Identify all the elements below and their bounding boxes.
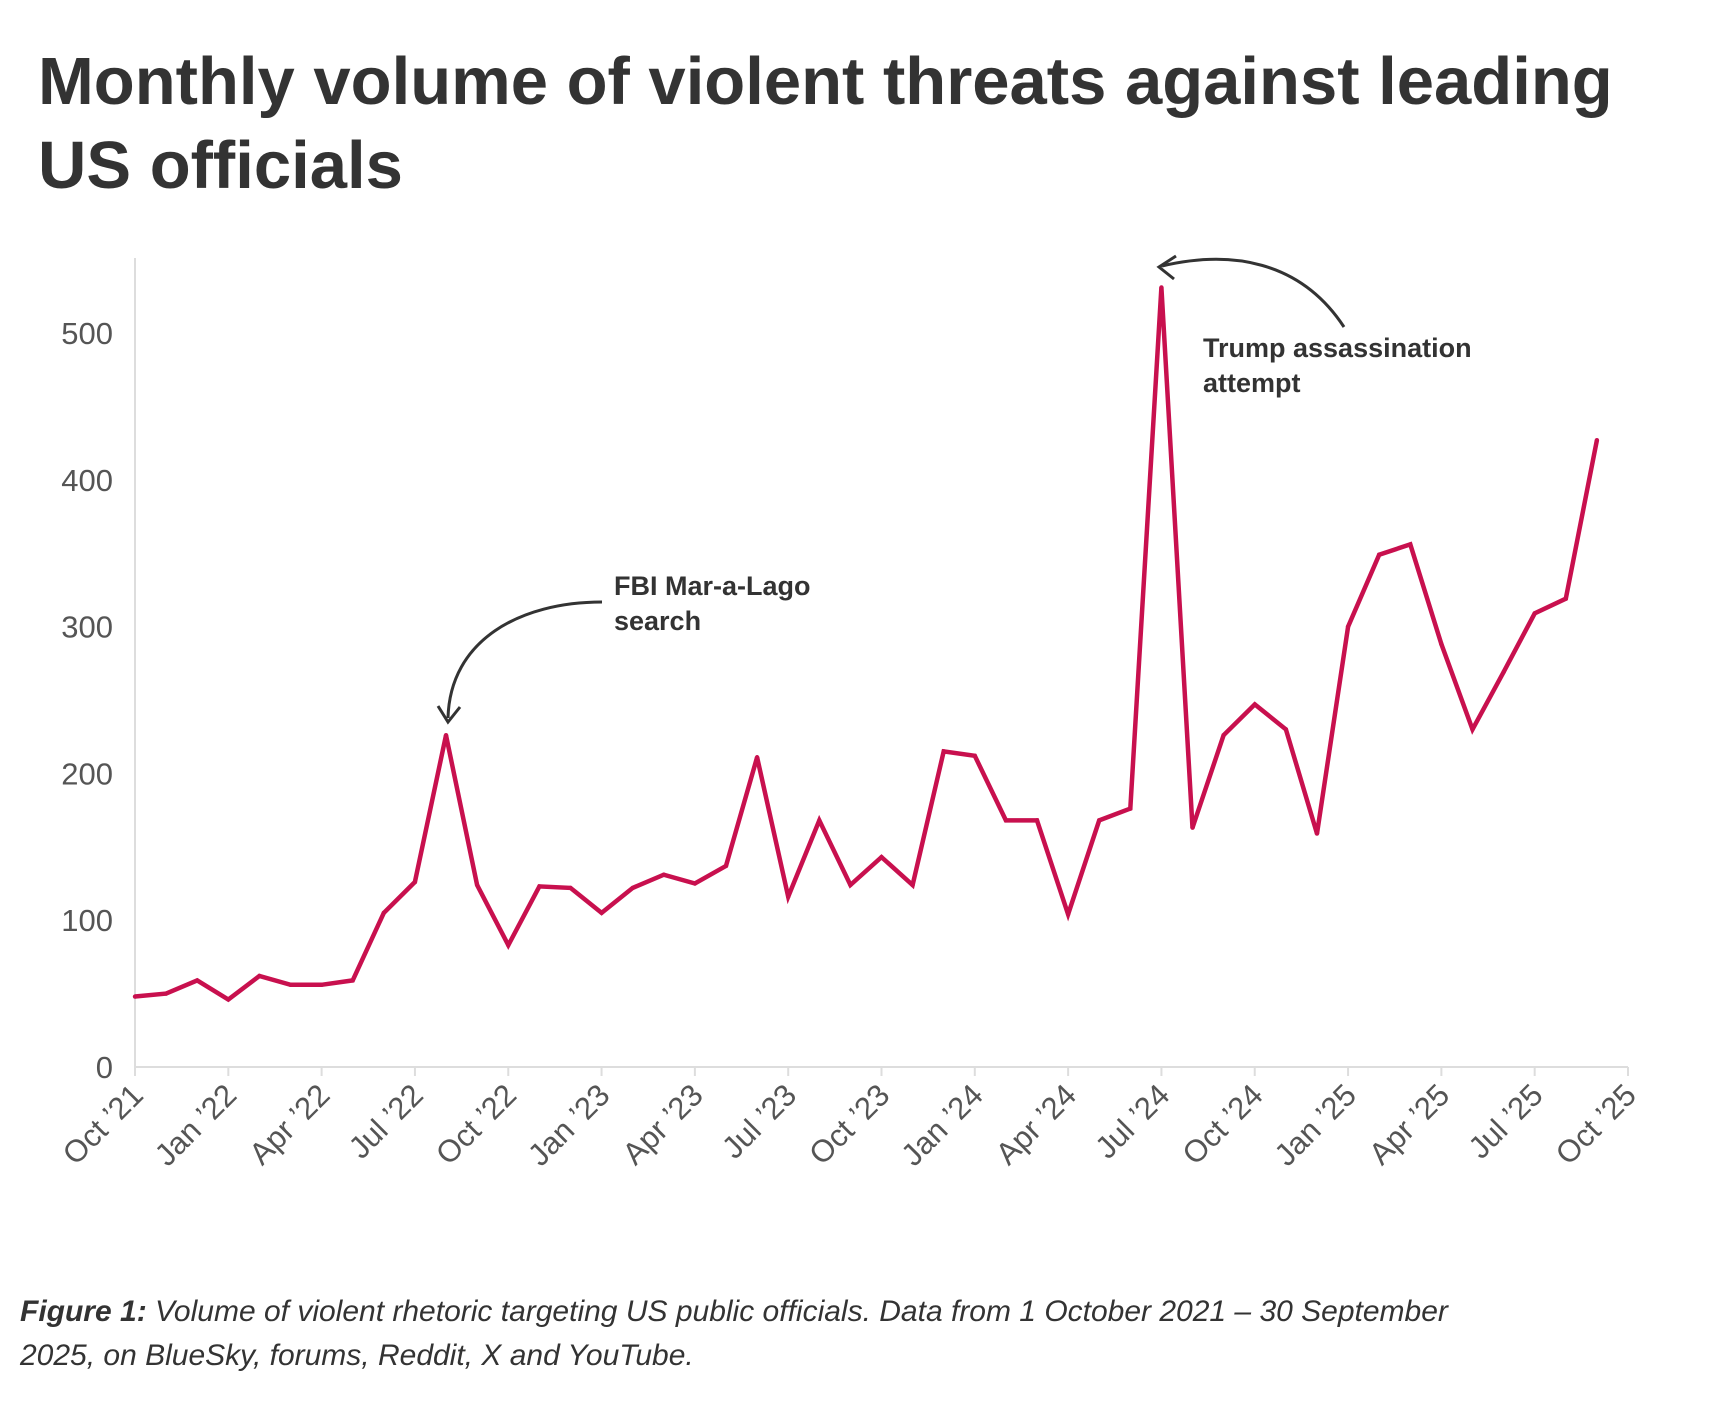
y-tick-label: 0 bbox=[96, 1050, 113, 1085]
data-point bbox=[1501, 669, 1506, 675]
data-point bbox=[1159, 285, 1164, 290]
annotation-text-trump-line1: Trump assassination bbox=[1203, 333, 1472, 363]
x-tick-label: Apr ’22 bbox=[242, 1077, 336, 1171]
series-line bbox=[134, 287, 1600, 1003]
data-point bbox=[1128, 806, 1133, 811]
arrowhead-icon bbox=[1156, 254, 1177, 281]
x-tick-label: Apr ’25 bbox=[1362, 1077, 1456, 1171]
data-point bbox=[1563, 596, 1568, 601]
x-tick-label: Jan ’24 bbox=[894, 1077, 989, 1172]
y-tick-label: 400 bbox=[61, 463, 113, 498]
data-point bbox=[785, 894, 791, 899]
data-point bbox=[412, 879, 418, 885]
data-point bbox=[754, 755, 760, 760]
y-tick-label: 100 bbox=[61, 903, 113, 938]
data-point bbox=[817, 818, 822, 823]
x-tick-label: Apr ’24 bbox=[989, 1077, 1083, 1171]
data-point bbox=[1594, 437, 1600, 443]
x-tick-label: Jul ’25 bbox=[1462, 1077, 1550, 1165]
data-point bbox=[1376, 552, 1382, 557]
data-point bbox=[537, 884, 542, 889]
x-tick-label: Oct ’22 bbox=[429, 1077, 523, 1171]
data-point bbox=[661, 872, 666, 877]
data-point bbox=[443, 733, 449, 738]
data-point bbox=[879, 854, 884, 860]
data-point bbox=[599, 910, 604, 916]
data-point bbox=[350, 978, 355, 983]
data-point bbox=[1408, 542, 1413, 547]
data-point bbox=[972, 753, 978, 758]
data-point bbox=[848, 882, 853, 888]
x-tick-label: Jul ’22 bbox=[342, 1077, 430, 1165]
data-point bbox=[1221, 733, 1226, 738]
data-point bbox=[257, 973, 262, 979]
arrowhead-icon bbox=[436, 705, 462, 725]
y-tick-label: 200 bbox=[61, 756, 113, 791]
data-point bbox=[381, 910, 387, 916]
data-point bbox=[163, 991, 169, 996]
annotation-fbi: FBI Mar-a-Lago search bbox=[436, 571, 811, 725]
data-point bbox=[630, 885, 635, 891]
data-point bbox=[723, 863, 729, 869]
data-point bbox=[1034, 818, 1040, 823]
caption-text: Volume of violent rhetoric targeting US … bbox=[20, 1295, 1448, 1372]
data-point bbox=[1470, 727, 1475, 732]
x-tick-label: Apr ’23 bbox=[616, 1077, 710, 1171]
x-tick-label: Jan ’25 bbox=[1268, 1077, 1363, 1172]
data-point bbox=[226, 997, 231, 1002]
x-tick-label: Jan ’23 bbox=[521, 1077, 616, 1172]
data-point bbox=[941, 749, 946, 754]
x-tick-label: Oct ’23 bbox=[802, 1077, 896, 1171]
data-point bbox=[288, 982, 293, 987]
data-point bbox=[319, 982, 324, 987]
data-point bbox=[195, 978, 200, 983]
x-tick-label: Jul ’23 bbox=[715, 1077, 803, 1165]
x-tick-label: Oct ’21 bbox=[56, 1077, 150, 1171]
data-point bbox=[506, 942, 511, 948]
axes bbox=[134, 258, 1628, 1068]
x-tick-label: Jul ’24 bbox=[1088, 1077, 1176, 1165]
data-point bbox=[1283, 727, 1289, 732]
data-point bbox=[1345, 624, 1351, 629]
x-tick-label: Oct ’24 bbox=[1175, 1077, 1269, 1171]
annotation-text-trump-line2: attempt bbox=[1203, 368, 1301, 398]
data-point bbox=[1097, 818, 1102, 823]
chart-title: Monthly volume of violent threats agains… bbox=[38, 44, 1613, 203]
annotation-arrow-fbi bbox=[446, 600, 603, 719]
data-point bbox=[1190, 825, 1195, 830]
caption-label: Figure 1: bbox=[20, 1295, 147, 1328]
data-point bbox=[132, 994, 138, 999]
data-point bbox=[1003, 818, 1009, 823]
data-point bbox=[568, 885, 573, 891]
data-point bbox=[474, 882, 480, 888]
data-point bbox=[1439, 642, 1444, 647]
x-tick-label: Jan ’22 bbox=[148, 1077, 243, 1172]
data-point bbox=[1314, 831, 1320, 836]
data-point bbox=[1252, 702, 1257, 707]
figure-caption: Figure 1: Volume of violent rhetoric tar… bbox=[20, 1290, 1520, 1378]
data-point bbox=[1065, 912, 1071, 917]
data-point bbox=[910, 882, 915, 888]
y-tick-label: 500 bbox=[61, 316, 113, 351]
y-tick-label: 300 bbox=[61, 610, 113, 645]
annotation-text-fbi-line1: FBI Mar-a-Lago bbox=[614, 571, 811, 601]
data-point bbox=[692, 881, 698, 886]
data-point bbox=[1532, 611, 1537, 616]
annotation-trump: Trump assassination attempt bbox=[1156, 254, 1472, 398]
annotation-arrow-trump bbox=[1161, 257, 1346, 328]
x-tick-label: Oct ’25 bbox=[1549, 1077, 1643, 1171]
annotation-text-fbi-line2: search bbox=[614, 606, 701, 636]
